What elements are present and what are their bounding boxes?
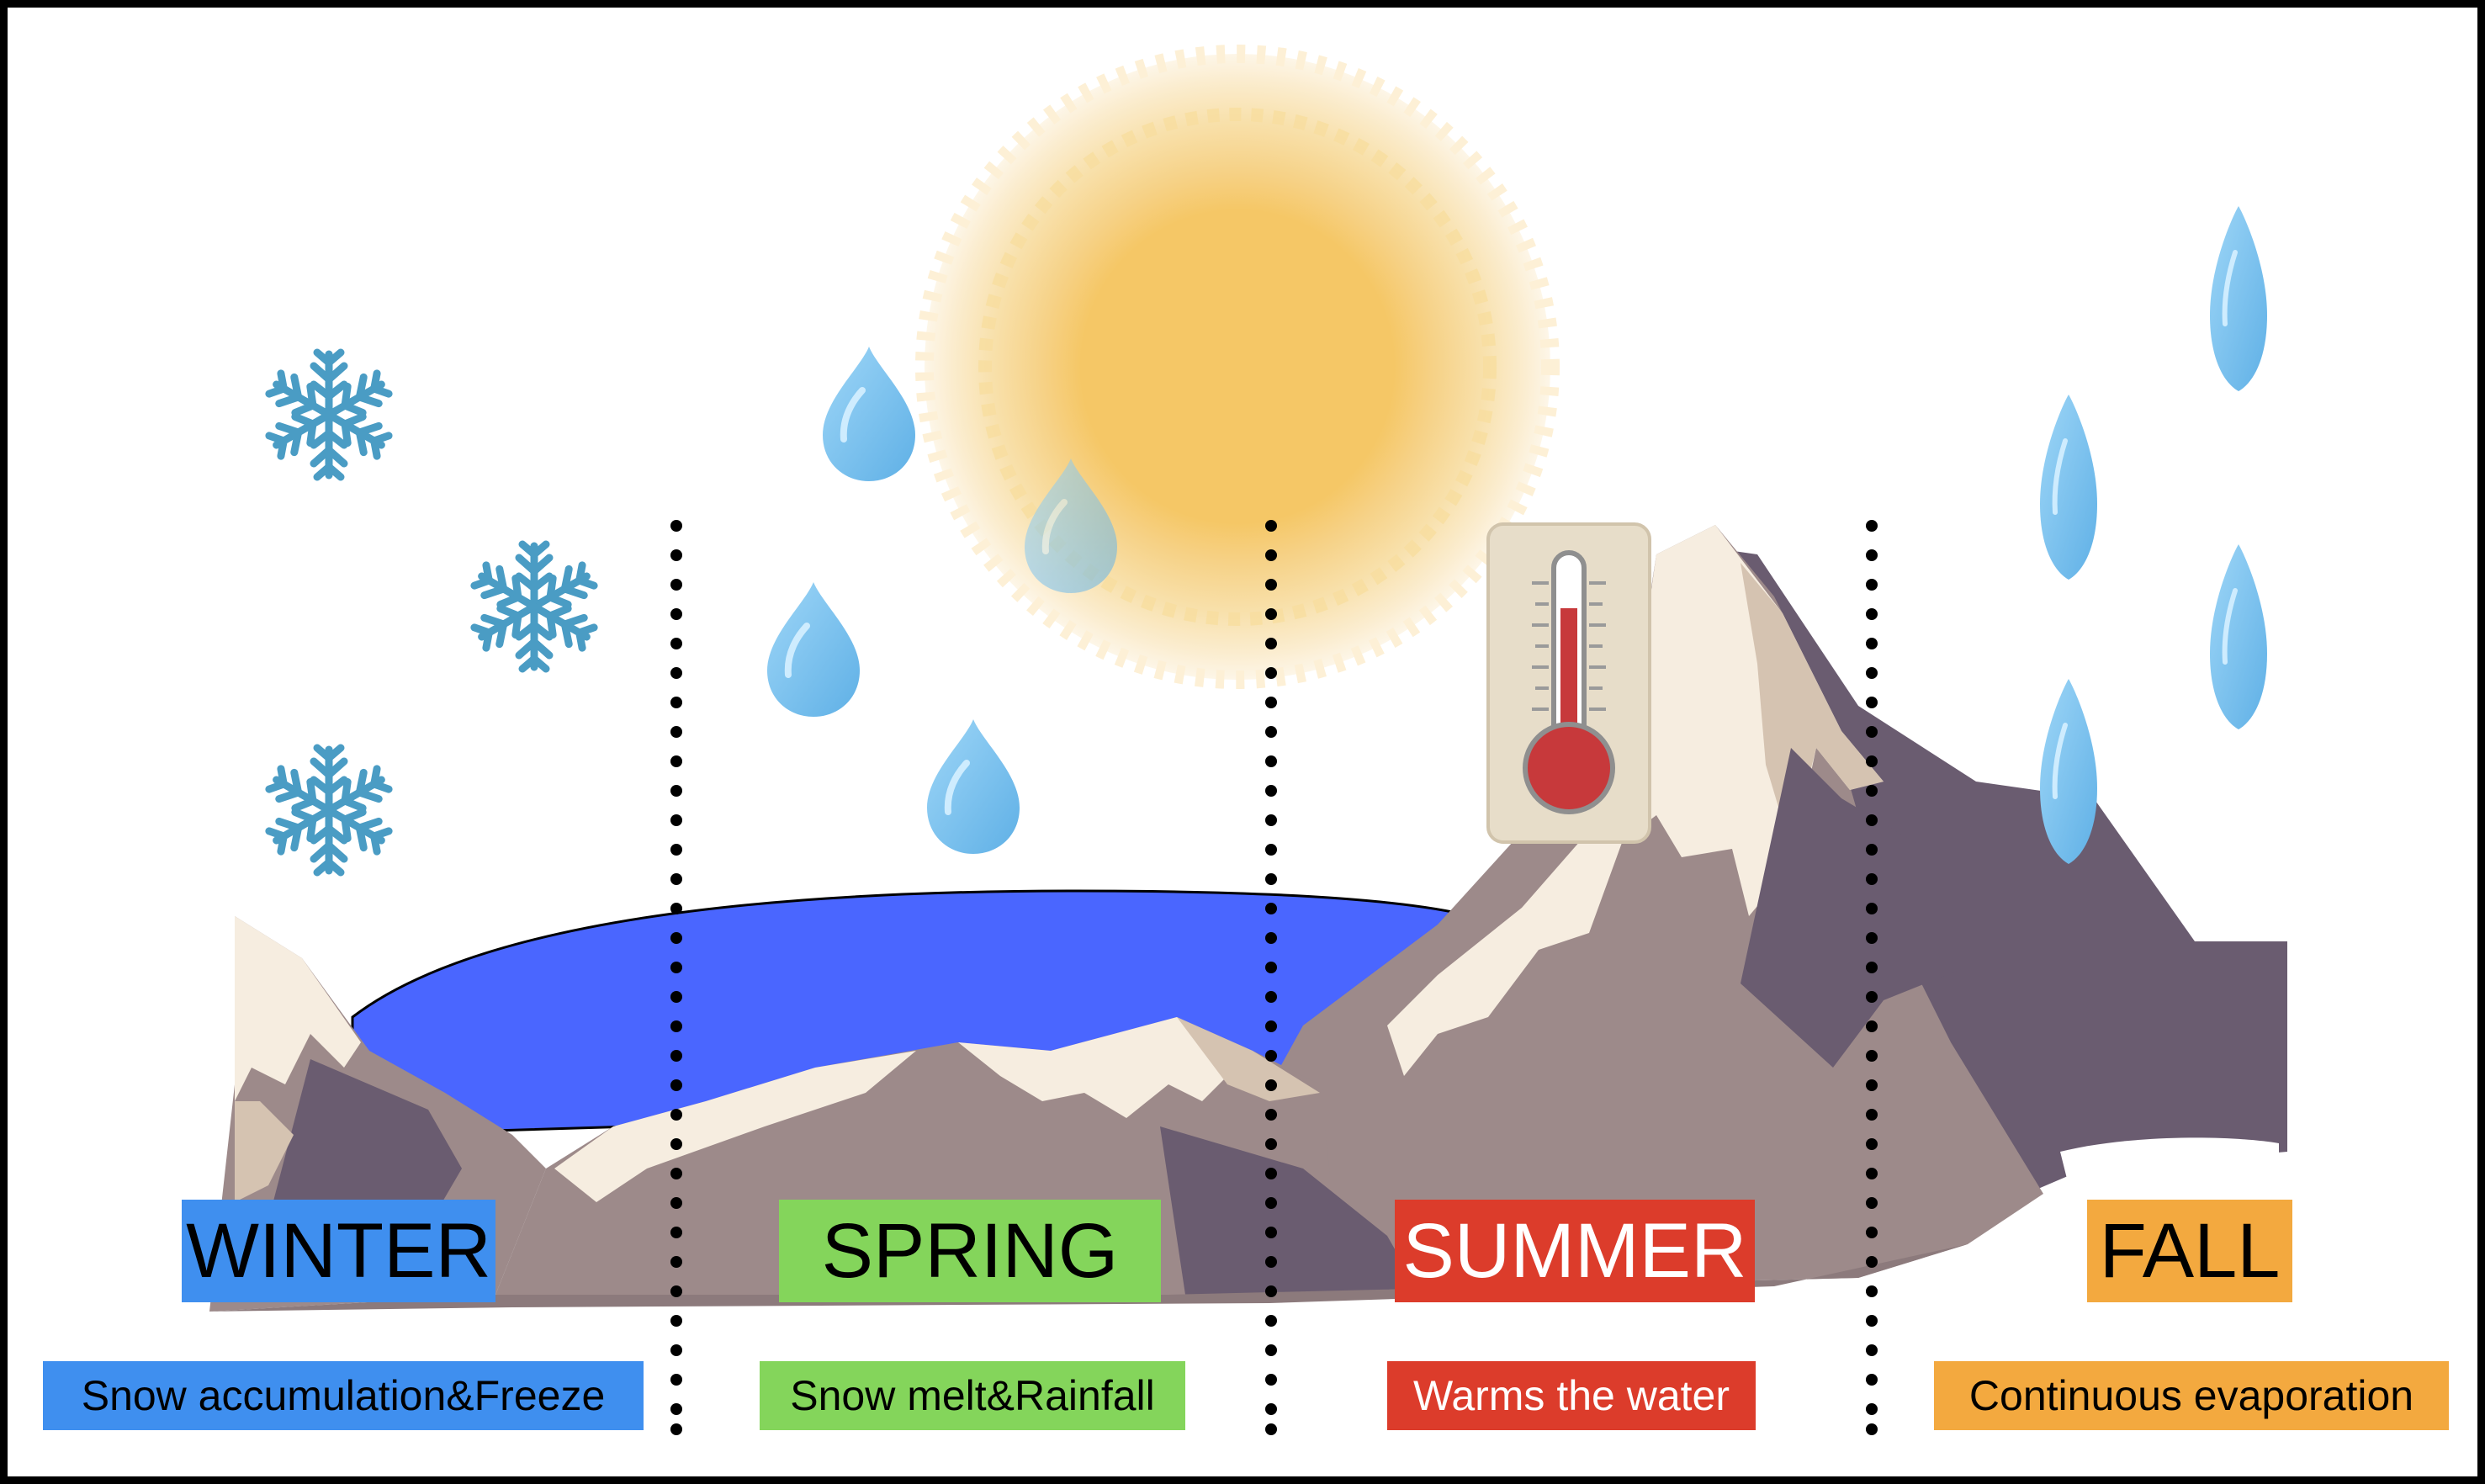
season-title-summer: SUMMER	[1395, 1200, 1755, 1302]
season-description-winter: Snow accumulation&Freeze	[43, 1361, 644, 1430]
season-description-fall: Continuous evaporation	[1934, 1361, 2449, 1430]
evaporation-drop-icon	[2210, 544, 2267, 729]
season-description-spring: Snow melt&Rainfall	[760, 1361, 1185, 1430]
evaporation-drop-icon	[2210, 206, 2267, 391]
snowflake-icon	[268, 748, 390, 872]
snowflake-icon	[268, 352, 390, 477]
divider-winter-spring	[670, 520, 682, 1435]
season-title-fall: FALL	[2087, 1200, 2292, 1302]
season-dividers	[670, 520, 1878, 1435]
raindrop-icon	[767, 582, 860, 717]
thermometer-icon	[1486, 522, 1651, 844]
snowflake-icons	[268, 352, 596, 872]
evaporation-drop-icons	[2040, 206, 2267, 864]
season-description-summer: Warms the water	[1387, 1361, 1756, 1430]
evaporation-drop-icon	[2040, 679, 2097, 864]
sun-icon	[915, 45, 1560, 689]
evaporation-drop-icon	[2040, 395, 2097, 580]
season-title-winter: WINTER	[182, 1200, 495, 1302]
raindrop-icon	[823, 347, 915, 481]
snowflake-icon	[473, 544, 596, 669]
illustration	[209, 45, 2287, 1435]
raindrop-icon	[927, 719, 1020, 854]
season-title-spring: SPRING	[779, 1200, 1161, 1302]
